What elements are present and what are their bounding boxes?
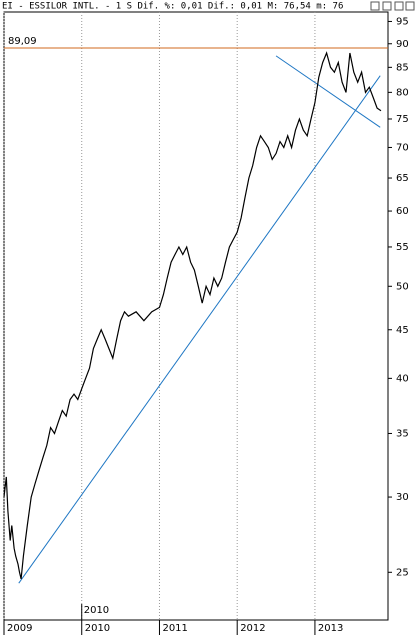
chart-title: EI - ESSILOR INTL. - 1 S Dif. %: 0,01 Di… [2,2,343,12]
maximize-button[interactable] [382,1,392,11]
y-tick-label: 65 [396,173,409,184]
price-line [3,51,382,580]
y-tick-label: 70 [396,142,409,153]
trendline [18,75,381,584]
x-tick-label: 2011 [162,623,187,634]
x-tick-label: 2012 [240,623,265,634]
minimize-button[interactable] [370,1,380,11]
y-tick-label: 60 [396,206,409,217]
y-tick-label: 85 [396,62,409,73]
settings-button[interactable] [394,1,404,11]
trendline [275,55,381,128]
x-tick-label: 2009 [7,623,32,634]
y-tick-label: 45 [396,325,409,336]
y-tick-label: 75 [396,114,409,125]
x-tick-label: 2010 [85,623,110,634]
y-tick-label: 55 [396,242,409,253]
close-button[interactable] [405,1,415,11]
y-tick-label: 95 [396,16,409,27]
y-tick-label: 40 [396,373,409,384]
y-tick-label: 25 [396,567,409,578]
x-tick-label: 2013 [318,623,343,634]
y-tick-label: 50 [396,281,409,292]
y-tick-label: 80 [396,87,409,98]
y-tick-label: 90 [396,39,409,50]
y-tick-label: 35 [396,428,409,439]
y-tick-label: 30 [396,492,409,503]
annotation: 2010 [84,605,109,616]
resistance-label: 89,09 [8,36,37,47]
